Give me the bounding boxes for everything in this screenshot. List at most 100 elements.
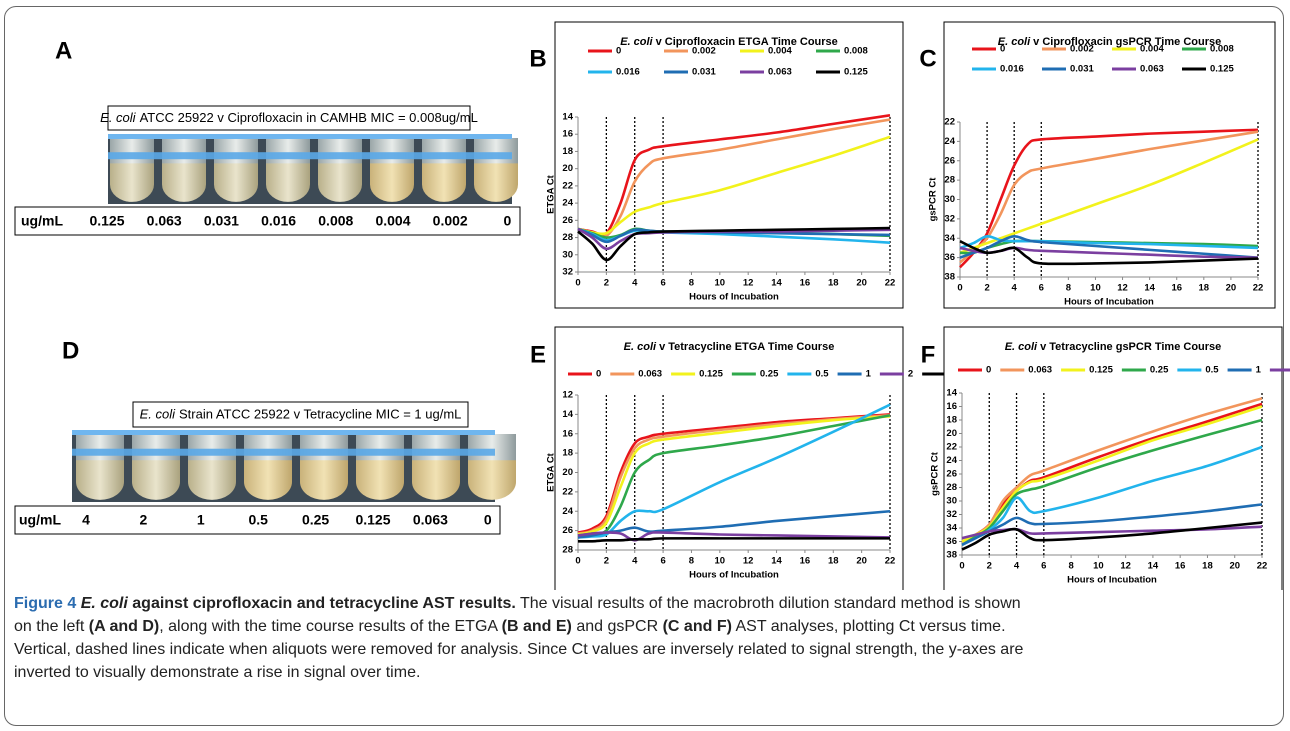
- legend-label: 2: [908, 369, 913, 380]
- x-tick-label: 4: [1014, 561, 1020, 572]
- x-tick-label: 16: [1171, 283, 1182, 294]
- x-tick-label: 6: [1041, 561, 1046, 572]
- y-axis-label: gsPCR Ct: [928, 177, 939, 222]
- x-tick-label: 0: [575, 556, 580, 567]
- y-tick-label: 26: [562, 215, 573, 226]
- legend-label: 0.125: [1210, 64, 1234, 75]
- panel-letter: C: [919, 45, 936, 72]
- legend-label: 0: [596, 369, 601, 380]
- x-tick-label: 20: [1229, 561, 1240, 572]
- concentration-label: 0.5: [248, 512, 268, 528]
- concentration-label: 0.031: [204, 213, 239, 229]
- y-tick-label: 16: [946, 401, 957, 412]
- chart-title-organism: E. coli: [620, 36, 653, 48]
- series-line: [577, 135, 891, 236]
- legend-label: 1: [866, 369, 872, 380]
- panel-letter: F: [921, 341, 936, 368]
- series-line: [961, 525, 1263, 540]
- x-tick-label: 14: [1148, 561, 1159, 572]
- y-tick-label: 30: [562, 249, 573, 260]
- chart-box: [554, 326, 904, 590]
- x-tick-label: 6: [1039, 283, 1044, 294]
- y-tick-label: 24: [562, 506, 573, 517]
- concentration-label: 4: [82, 512, 90, 528]
- concentration-unit: ug/mL: [21, 213, 63, 229]
- caption-text: and gsPCR: [576, 618, 659, 635]
- photo-title-box: [107, 105, 471, 131]
- series-line: [577, 531, 891, 542]
- x-tick-label: 10: [1093, 561, 1104, 572]
- tube-top: [266, 138, 310, 165]
- tube-bottom: [162, 163, 206, 202]
- x-tick-label: 18: [828, 556, 839, 567]
- y-tick-label: 18: [562, 448, 573, 459]
- series-line: [577, 403, 891, 539]
- tube-top: [370, 138, 414, 165]
- series-line: [577, 226, 891, 262]
- series-line: [959, 130, 1259, 264]
- legend-label: 0.063: [638, 369, 662, 380]
- x-tick-label: 12: [1120, 561, 1131, 572]
- figure: AE. coli ATCC 25922 v Ciprofloxacin in CA…: [14, 21, 1290, 590]
- tube-bottom: [474, 163, 518, 202]
- series-line: [577, 414, 891, 535]
- x-tick-label: 20: [856, 556, 867, 567]
- y-tick-label: 20: [562, 467, 573, 478]
- y-tick-label: 18: [562, 146, 573, 157]
- tube-bottom: [188, 460, 236, 500]
- concentration-label: 0: [504, 213, 512, 229]
- tube-top: [474, 138, 518, 165]
- rack-edge: [72, 430, 495, 435]
- photo-title-text: Strain ATCC 25922 v Tetracycline MIC = 1…: [179, 407, 461, 422]
- caption-text: on the left: [14, 618, 85, 635]
- tube-bottom: [318, 163, 362, 202]
- x-tick-label: 16: [800, 556, 811, 567]
- x-tick-label: 18: [1202, 561, 1213, 572]
- concentration-label: 0.125: [355, 512, 390, 528]
- y-tick-label: 32: [944, 213, 955, 224]
- x-tick-label: 8: [689, 556, 694, 567]
- x-tick-label: 8: [1068, 561, 1073, 572]
- y-tick-label: 24: [562, 198, 573, 209]
- y-tick-label: 36: [946, 536, 957, 547]
- x-tick-label: 0: [957, 283, 962, 294]
- legend-label: 0.016: [616, 67, 640, 78]
- x-tick-label: 4: [632, 278, 638, 289]
- tube-bottom: [76, 460, 124, 500]
- legend-label: 0.008: [1210, 44, 1234, 55]
- tube-top: [318, 138, 362, 165]
- x-tick-label: 2: [604, 556, 609, 567]
- caption-ref: (A and D): [88, 618, 160, 635]
- panel-letter: A: [55, 37, 72, 64]
- concentration-label: 0.002: [433, 213, 468, 229]
- y-tick-label: 24: [946, 455, 957, 466]
- series-line: [959, 239, 1259, 266]
- concentration-label: 2: [140, 512, 148, 528]
- y-tick-label: 28: [946, 482, 957, 493]
- legend-label: 0.002: [692, 46, 716, 57]
- legend-label: 0.002: [1070, 44, 1094, 55]
- tube-bottom: [356, 460, 404, 500]
- x-tick-label: 0: [959, 561, 964, 572]
- chart-box: [554, 21, 904, 309]
- chart-title: E. coli v Tetracycline ETGA Time Course: [624, 341, 835, 353]
- y-tick-label: 12: [562, 390, 573, 401]
- legend-label: 0: [616, 46, 621, 57]
- x-tick-label: 8: [689, 278, 694, 289]
- y-tick-label: 36: [944, 252, 955, 263]
- legend-label: 0.008: [844, 46, 868, 57]
- legend-label: 0.031: [692, 67, 716, 78]
- chart-title-text: v Tetracycline ETGA Time Course: [659, 341, 834, 353]
- y-tick-label: 32: [562, 267, 573, 278]
- y-tick-label: 22: [562, 486, 573, 497]
- y-axis-label: ETGA Ct: [546, 452, 557, 492]
- x-tick-label: 20: [856, 278, 867, 289]
- concentration-label: 0.016: [261, 213, 296, 229]
- concentration-label: 0.063: [413, 512, 448, 528]
- legend-label: 0.125: [699, 369, 723, 380]
- x-tick-label: 22: [1253, 283, 1264, 294]
- caption-text: AST analyses, plotting Ct versus time.: [735, 618, 1006, 635]
- x-tick-label: 20: [1226, 283, 1237, 294]
- concentration-unit: ug/mL: [19, 512, 61, 528]
- caption-text: inverted to visually demonstrate a rise …: [14, 664, 421, 681]
